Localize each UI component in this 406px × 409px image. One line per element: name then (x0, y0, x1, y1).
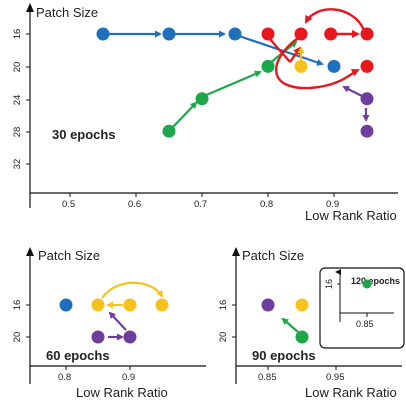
data-points (96, 27, 374, 138)
x-tick-label: 0.6 (128, 199, 141, 210)
purple-data-point (360, 92, 374, 106)
inset-frame (319, 267, 405, 349)
y-tick-label: 16 (12, 29, 23, 40)
y-ticks (26, 33, 30, 165)
y-axis-arrow (26, 3, 34, 12)
blue-data-point (327, 59, 341, 73)
y-tick-label: 28 (12, 127, 23, 138)
purple-data-point (360, 124, 374, 138)
x-ticks (65, 366, 131, 370)
panel-90-epochs: Patch Size Low Rank Ratio 0.85 0.95 16 2… (218, 247, 405, 400)
y-axis-title: Patch Size (36, 5, 98, 20)
green-trajectory (281, 317, 299, 333)
red-data-point (360, 59, 374, 73)
epochs-label: 60 epochs (46, 348, 110, 363)
x-tick-label: 0.95 (326, 372, 345, 383)
red-trajectory (268, 8, 366, 90)
y-ticks (26, 304, 30, 338)
green-data-point (362, 279, 372, 289)
yellow-data-point (155, 298, 169, 312)
x-tick-label: 0.8 (58, 372, 71, 383)
purple-data-point (91, 330, 105, 344)
x-axis-title: Low Rank Ratio (76, 385, 168, 400)
x-axis-title: Low Rank Ratio (305, 385, 397, 400)
x-ticks (267, 366, 337, 370)
blue-data-point (162, 27, 176, 41)
inset-120-epochs: 120 epochs 0.85 16 (319, 267, 405, 349)
inset-epochs-label: 120 epochs (351, 276, 400, 286)
x-ticks (69, 193, 335, 197)
y-axis-title: Patch Size (38, 248, 100, 263)
data-points (59, 298, 169, 344)
x-tick-label: 0.9 (122, 372, 135, 383)
red-data-point (360, 27, 374, 41)
inset-x-tick-label: 0.85 (356, 319, 374, 329)
y-tick-label: 20 (218, 332, 229, 343)
inset-y-tick-label: 16 (324, 279, 334, 289)
yellow-data-point (91, 298, 105, 312)
x-tick-label: 0.85 (258, 372, 277, 383)
blue-data-point (59, 298, 73, 312)
data-points (261, 298, 309, 344)
y-tick-label: 16 (218, 300, 229, 311)
epochs-label: 90 epochs (252, 348, 316, 363)
panel-30-epochs: Patch Size Low Rank Ratio 0.5 0.6 0.7 0.… (12, 3, 398, 223)
yellow-trajectory (101, 281, 164, 309)
green-data-point (162, 124, 176, 138)
yellow-data-point (295, 298, 309, 312)
blue-data-point (228, 27, 242, 41)
purple-data-point (261, 298, 275, 312)
blue-data-point (96, 27, 110, 41)
green-data-point (195, 92, 209, 106)
y-tick-label: 20 (12, 62, 23, 73)
x-tick-label: 0.9 (326, 199, 339, 210)
x-tick-label: 0.5 (62, 199, 75, 210)
y-axis-arrow (26, 247, 34, 256)
yellow-data-point (294, 59, 308, 73)
x-axis-title: Low Rank Ratio (305, 208, 397, 223)
y-ticks (232, 304, 236, 338)
y-axis-title: Patch Size (242, 248, 304, 263)
epochs-label: 30 epochs (52, 127, 116, 142)
red-data-point (261, 27, 275, 41)
green-data-point (295, 330, 309, 344)
panel-60-epochs: Patch Size Low Rank Ratio 0.8 0.9 16 20 … (12, 247, 206, 400)
x-tick-label: 0.8 (260, 199, 273, 210)
data-points (362, 279, 372, 289)
y-axis-arrow (232, 247, 240, 256)
red-data-point (294, 27, 308, 41)
purple-trajectory (108, 311, 127, 341)
green-trajectory (171, 40, 298, 129)
purple-trajectory (342, 86, 370, 122)
y-tick-label: 16 (12, 300, 23, 311)
red-data-point (324, 27, 338, 41)
green-data-point (261, 59, 275, 73)
x-tick-label: 0.7 (194, 199, 207, 210)
purple-data-point (123, 330, 137, 344)
y-tick-label: 32 (12, 159, 23, 170)
y-tick-label: 24 (12, 95, 23, 106)
y-tick-label: 20 (12, 332, 23, 343)
yellow-data-point (123, 298, 137, 312)
